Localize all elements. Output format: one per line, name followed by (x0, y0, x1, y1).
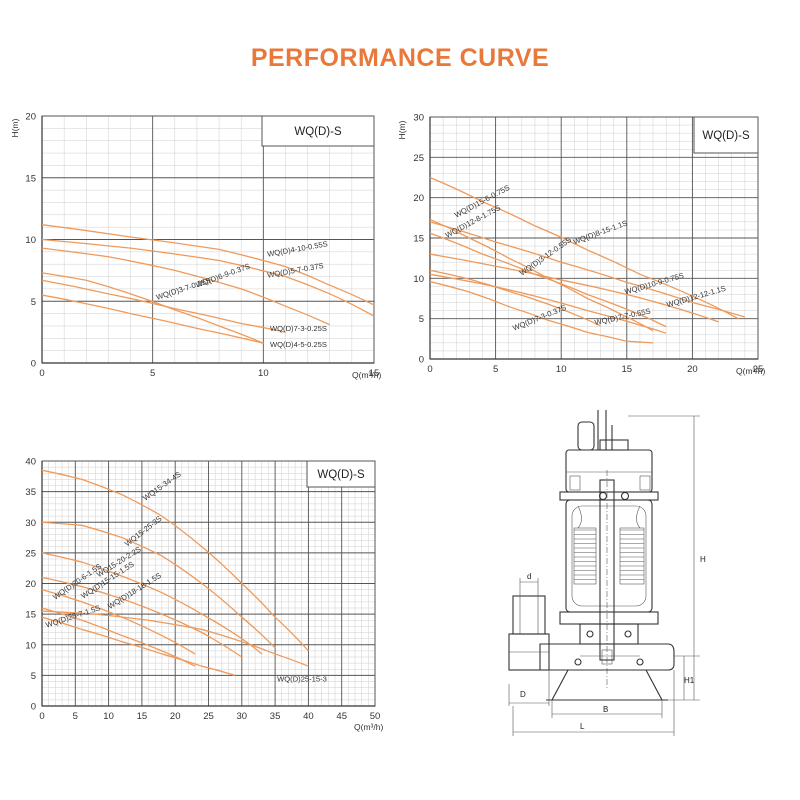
series-line-3 (429, 232, 667, 328)
x-tick-label: 5 (493, 364, 498, 375)
legend-box (306, 460, 376, 488)
x-tick-label: 20 (687, 364, 698, 375)
series-label: WQ(D)7-3-0.37S (511, 303, 567, 333)
x-axis-label: Q(m³/h) (352, 370, 381, 380)
x-axis-label: Q(m³/h) (354, 722, 383, 732)
y-tick-label: 35 (25, 487, 36, 498)
series-line-4 (429, 253, 719, 323)
y-tick-label: 15 (413, 234, 424, 245)
series-label: WQ(D)25-7-1.5S (44, 603, 101, 629)
x-tick-label: 35 (270, 711, 281, 722)
x-tick-label: 5 (73, 711, 78, 722)
y-tick-label: 25 (25, 548, 36, 559)
x-tick-label: 20 (170, 711, 181, 722)
series-line-3 (41, 247, 331, 326)
series-label: WQ(D)4-10-0.55S (267, 239, 329, 258)
x-tick-label: 50 (370, 711, 381, 722)
y-tick-label: 15 (25, 173, 36, 184)
y-axis-label: H(m) (397, 120, 407, 139)
series-line-1 (429, 176, 739, 320)
series-label: WQ(D)7-7-0.55S (594, 306, 652, 327)
series-line-5 (41, 279, 286, 333)
chart-3: 0 5 10 15 20 25 30 35 40 45 50 0 5 10 15 20 25 30 35 40 Q(m³… (25, 457, 383, 733)
series-label: WQ(D)8-15-1.1S (572, 218, 629, 246)
x-tick-label: 10 (556, 364, 567, 375)
y-tick-label: 20 (25, 112, 36, 123)
dim-label-h: H (700, 555, 706, 564)
x-tick-label: 0 (427, 364, 432, 375)
x-tick-label: 25 (753, 364, 764, 375)
x-tick-label: 25 (203, 711, 214, 722)
y-tick-label: 0 (31, 702, 36, 713)
pump-drawing: H H1 d D B L (508, 410, 706, 736)
series-label: WQ15-25-3S (123, 514, 163, 548)
series-line-7 (429, 273, 667, 334)
y-tick-label: 10 (25, 235, 36, 246)
legend-label: WQ(D)-S (317, 469, 365, 481)
legend-label: WQ(D)-S (702, 130, 750, 142)
series-label: WQ(D)4-5-0.25S (270, 340, 327, 349)
chart-1: 0 5 10 15 0 5 10 15 20 H(m) Q(m³/h) WQ(D)-S WQ(D)4-1… (10, 112, 381, 381)
x-tick-label: 15 (137, 711, 148, 722)
series-line-6 (41, 294, 264, 344)
y-tick-label: 0 (31, 359, 36, 370)
y-tick-label: 20 (413, 193, 424, 204)
series-line-1 (41, 469, 309, 652)
series-line-4 (41, 576, 243, 658)
series-line-6 (41, 607, 196, 667)
series-label: WQ(D)3-12-0.55S (518, 235, 573, 277)
x-tick-label: 0 (39, 368, 44, 379)
dim-label-b: B (603, 705, 608, 714)
x-tick-label: 0 (39, 711, 44, 722)
series-line-8 (41, 610, 309, 667)
y-tick-label: 10 (413, 274, 424, 285)
y-tick-label: 15 (25, 610, 36, 621)
y-tick-label: 40 (25, 457, 36, 468)
chart-2: 0 5 10 15 20 25 0 5 10 15 20 25 30 H(m) Q(m³/h) WQ(D)-S… (397, 113, 765, 377)
x-tick-label: 10 (258, 368, 269, 379)
series-label: WQ(D)25-15-3 (277, 675, 327, 684)
x-tick-label: 30 (237, 711, 248, 722)
y-axis-label: H(m) (10, 118, 20, 137)
x-tick-label: 15 (369, 368, 380, 379)
series-line-5 (429, 221, 746, 318)
series-line-3 (41, 552, 263, 655)
y-tick-label: 30 (413, 113, 424, 124)
series-line-4 (41, 272, 264, 344)
series-line-2 (41, 521, 276, 649)
dim-label-d-small: d (527, 572, 531, 581)
x-tick-label: 5 (150, 368, 155, 379)
y-tick-label: 20 (25, 579, 36, 590)
series-label: WQ(D)7-3-0.25S (270, 324, 327, 333)
y-tick-label: 30 (25, 518, 36, 529)
y-tick-label: 5 (419, 314, 424, 325)
series-line-6 (429, 269, 601, 327)
series-line-2 (41, 238, 375, 317)
legend-box (693, 116, 759, 154)
y-tick-label: 0 (419, 355, 424, 366)
dim-label-h1: H1 (684, 676, 695, 685)
series-line-7 (41, 616, 236, 676)
x-tick-label: 15 (622, 364, 633, 375)
dim-label-d-large: D (520, 690, 526, 699)
y-tick-label: 25 (413, 153, 424, 164)
y-tick-label: 5 (31, 297, 36, 308)
legend-label: WQ(D)-S (294, 126, 342, 138)
page-title: PERFORMANCE CURVE (250, 44, 550, 72)
x-axis-label: Q(m³/h) (736, 366, 765, 376)
x-tick-label: 40 (303, 711, 314, 722)
legend-box (261, 115, 375, 147)
chart-grid (42, 461, 375, 706)
y-tick-label: 5 (31, 671, 36, 682)
series-line-1 (41, 224, 375, 306)
x-tick-label: 45 (336, 711, 347, 722)
series-line-8 (429, 280, 654, 344)
dim-label-l: L (580, 722, 585, 731)
y-tick-label: 10 (25, 640, 36, 651)
x-tick-label: 10 (103, 711, 114, 722)
